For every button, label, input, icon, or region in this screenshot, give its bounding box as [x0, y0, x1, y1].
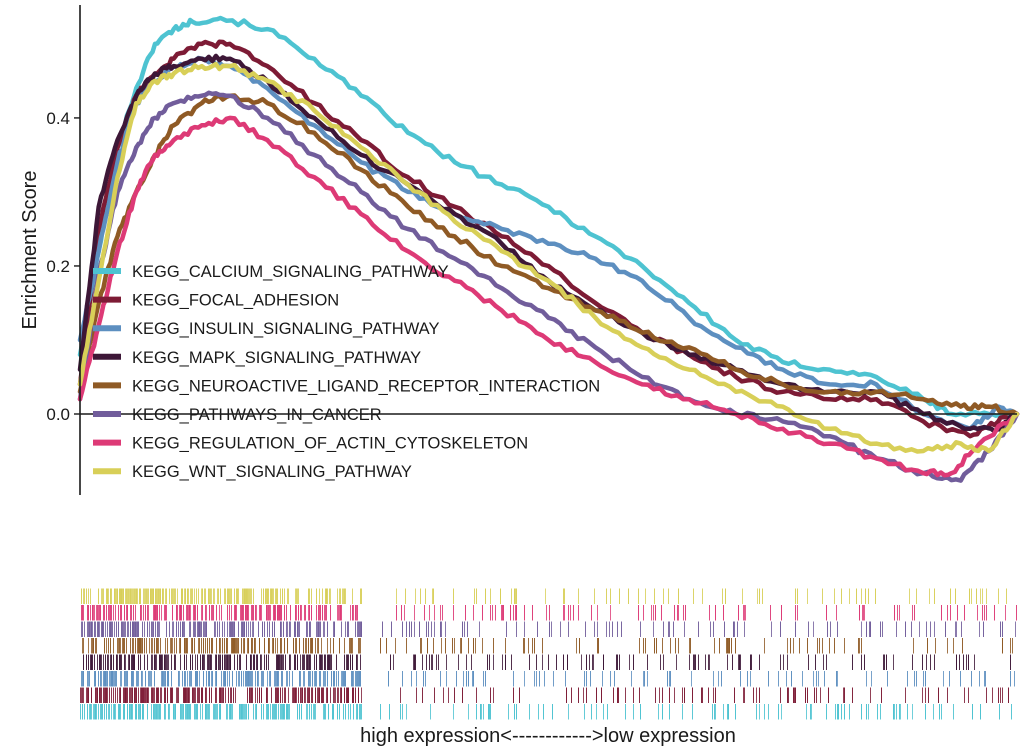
x-axis-label: high expression<------------>low express… [360, 725, 736, 747]
legend-label-kegg-focal-adhesion: KEGG_FOCAL_ADHESION [132, 292, 339, 310]
rug-strip-kegg-pathways-in-cancer [81, 621, 1016, 637]
enrichment-curves [77, 15, 1020, 483]
rug-strip-kegg-wnt-signaling-pathway [81, 588, 1007, 604]
legend-label-kegg-regulation-of-actin-cytoskeleton: KEGG_REGULATION_OF_ACTIN_CYTOSKELETON [132, 435, 528, 453]
y-axis-label: Enrichment Score [19, 171, 41, 330]
curve-kegg-calcium-signaling-pathway [77, 15, 1020, 420]
y-tick-label: 0.4 [46, 109, 70, 128]
rug-strip-kegg-insulin-signaling-pathway [81, 671, 1015, 687]
curve-kegg-regulation-of-actin-cytoskeleton [77, 115, 1020, 478]
curve-kegg-pathways-in-cancer [77, 90, 1020, 483]
rug-strip-kegg-mapk-signaling-pathway [83, 654, 1011, 670]
rug-strip-kegg-regulation-of-actin-cytoskeleton [81, 605, 1017, 621]
legend-label-kegg-insulin-signaling-pathway: KEGG_INSULIN_SIGNALING_PATHWAY [132, 320, 439, 338]
rug-strip-kegg-calcium-signaling-pathway [80, 704, 1012, 720]
y-tick-label: 0.2 [46, 257, 70, 276]
legend-label-kegg-neuroactive-ligand-receptor-interaction: KEGG_NEUROACTIVE_LIGAND_RECEPTOR_INTERAC… [132, 377, 600, 395]
legend-label-kegg-pathways-in-cancer: KEGG_PATHWAYS_IN_CANCER [132, 406, 382, 424]
legend-label-kegg-wnt-signaling-pathway: KEGG_WNT_SIGNALING_PATHWAY [132, 463, 412, 481]
rug-strip-kegg-focal-adhesion [80, 687, 1009, 703]
y-tick-label: 0.0 [46, 405, 70, 424]
curve-kegg-insulin-signaling-pathway [77, 55, 1020, 432]
legend-label-kegg-mapk-signaling-pathway: KEGG_MAPK_SIGNALING_PATHWAY [132, 349, 421, 367]
legend: KEGG_CALCIUM_SIGNALING_PATHWAY KEGG_FOCAL… [93, 263, 600, 481]
curve-kegg-wnt-signaling-pathway [77, 61, 1020, 454]
legend-label-kegg-calcium-signaling-pathway: KEGG_CALCIUM_SIGNALING_PATHWAY [132, 263, 449, 281]
rug-strip-kegg-neuroactive-ligand-receptor-interaction [82, 638, 1013, 654]
gene-rank-rug [80, 588, 1017, 720]
y-tick-labels: 0.0 0.2 0.4 [46, 109, 80, 424]
